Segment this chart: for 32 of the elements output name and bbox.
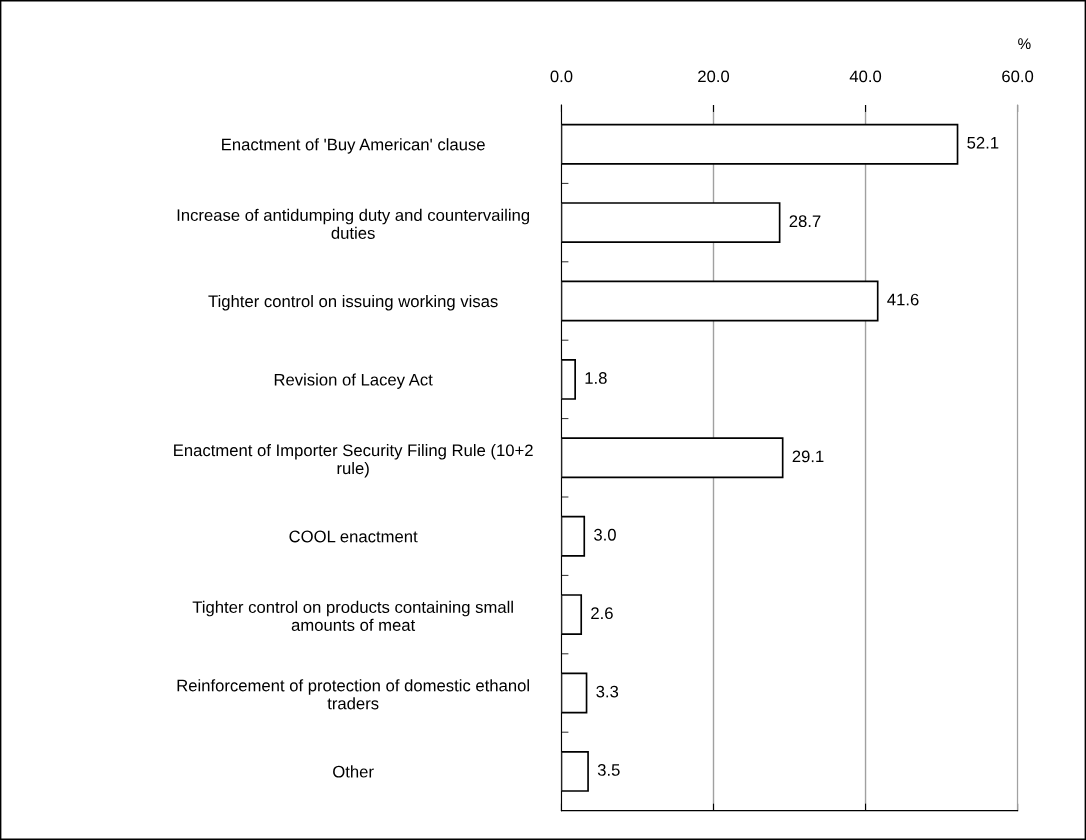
data-label: 2.6	[591, 607, 613, 620]
y-tick-label: Reinforcement of protection of domestic ethanol traders	[177, 679, 529, 710]
bar	[561, 358, 576, 400]
data-label: 1.8	[585, 372, 607, 384]
x-tick-label: 60.0	[1002, 70, 1034, 83]
data-label: 52.1	[967, 136, 999, 149]
y-tick-label: Tighter control on products containing small amounts of meat	[192, 600, 513, 631]
x-tick-label: 0.0	[550, 70, 573, 83]
bar	[561, 280, 879, 322]
y-tick-label: Enactment of 'Buy American' clause	[222, 138, 485, 154]
y-tick-label: Other	[333, 765, 374, 778]
data-label: 3.3	[596, 685, 619, 698]
data-label: 3.5	[597, 764, 620, 776]
x-tick-label: 40.0	[849, 70, 882, 83]
y-tick-label: Enactment of Importer Security Filing Rule (10+2 rule)	[174, 443, 533, 478]
y-tick-label: Increase of antidumping duty and countervailing duties	[177, 208, 530, 239]
y-tick-label: Tighter control on issuing working visas	[208, 294, 498, 311]
bar	[561, 123, 959, 165]
bar	[561, 437, 784, 479]
y-tick-label: Revision of Lacey Act	[274, 373, 433, 389]
bar	[561, 594, 583, 636]
data-label: 3.0	[594, 528, 616, 541]
data-label: 28.7	[789, 215, 821, 228]
data-label: 41.6	[887, 293, 919, 306]
bar	[561, 202, 781, 244]
bar	[561, 672, 588, 714]
bar	[561, 750, 589, 792]
data-label: 29.1	[792, 450, 824, 463]
x-tick-label: 20.0	[698, 70, 730, 83]
bar	[561, 515, 586, 557]
x-axis-title: %	[1018, 38, 1031, 49]
y-tick-label: COOL enactment	[289, 530, 418, 543]
